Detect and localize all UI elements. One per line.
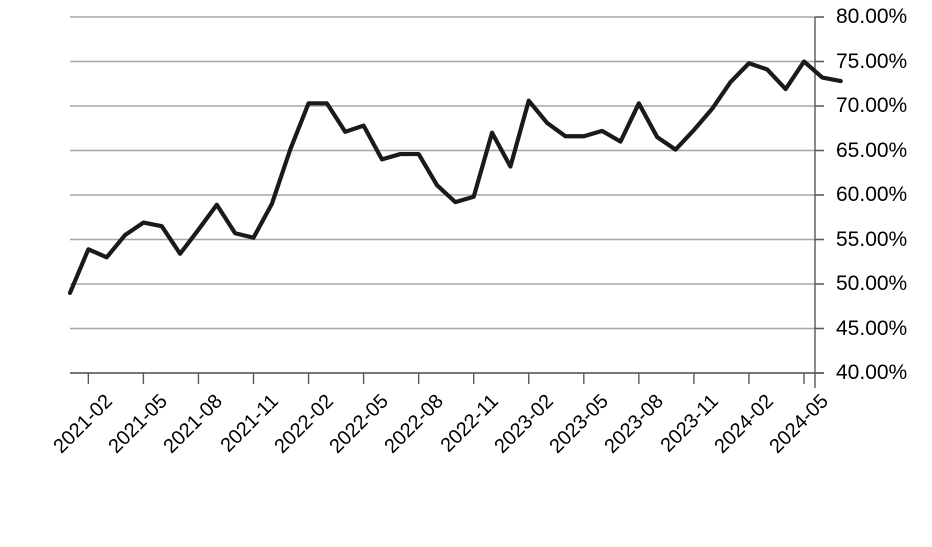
x-axis-tick-labels: 2021-02 2021-05 2021-08 2021-11 2022-02 2022-… [50,390,833,457]
y-axis-tick-label: 45.00% [836,316,908,340]
line-chart: 80.00% 75.00% 70.00% 65.00% 60.00% 55.00% 50.0… [50,0,932,458]
y-axis-tick-label: 55.00% [836,227,908,251]
y-axis-ticks [815,16,824,374]
x-axis-ticks [87,373,805,384]
chart-plot-area [67,16,843,388]
y-axis-tick-label: 60.00% [836,183,908,206]
y-axis-tick-label: 70.00% [836,94,908,117]
y-axis-tick-label: 80.00% [836,5,908,28]
y-axis-tick-label: 65.00% [836,138,908,162]
y-axis-tick-label: 40.00% [836,361,908,384]
y-axis-tick-labels: 80.00% 75.00% 70.00% 65.00% 60.00% 55.00% 50.0… [836,0,932,400]
y-axis-tick-label: 75.00% [836,49,908,73]
data-series-line [67,59,843,295]
y-axis-tick-label: 50.00% [836,272,908,295]
